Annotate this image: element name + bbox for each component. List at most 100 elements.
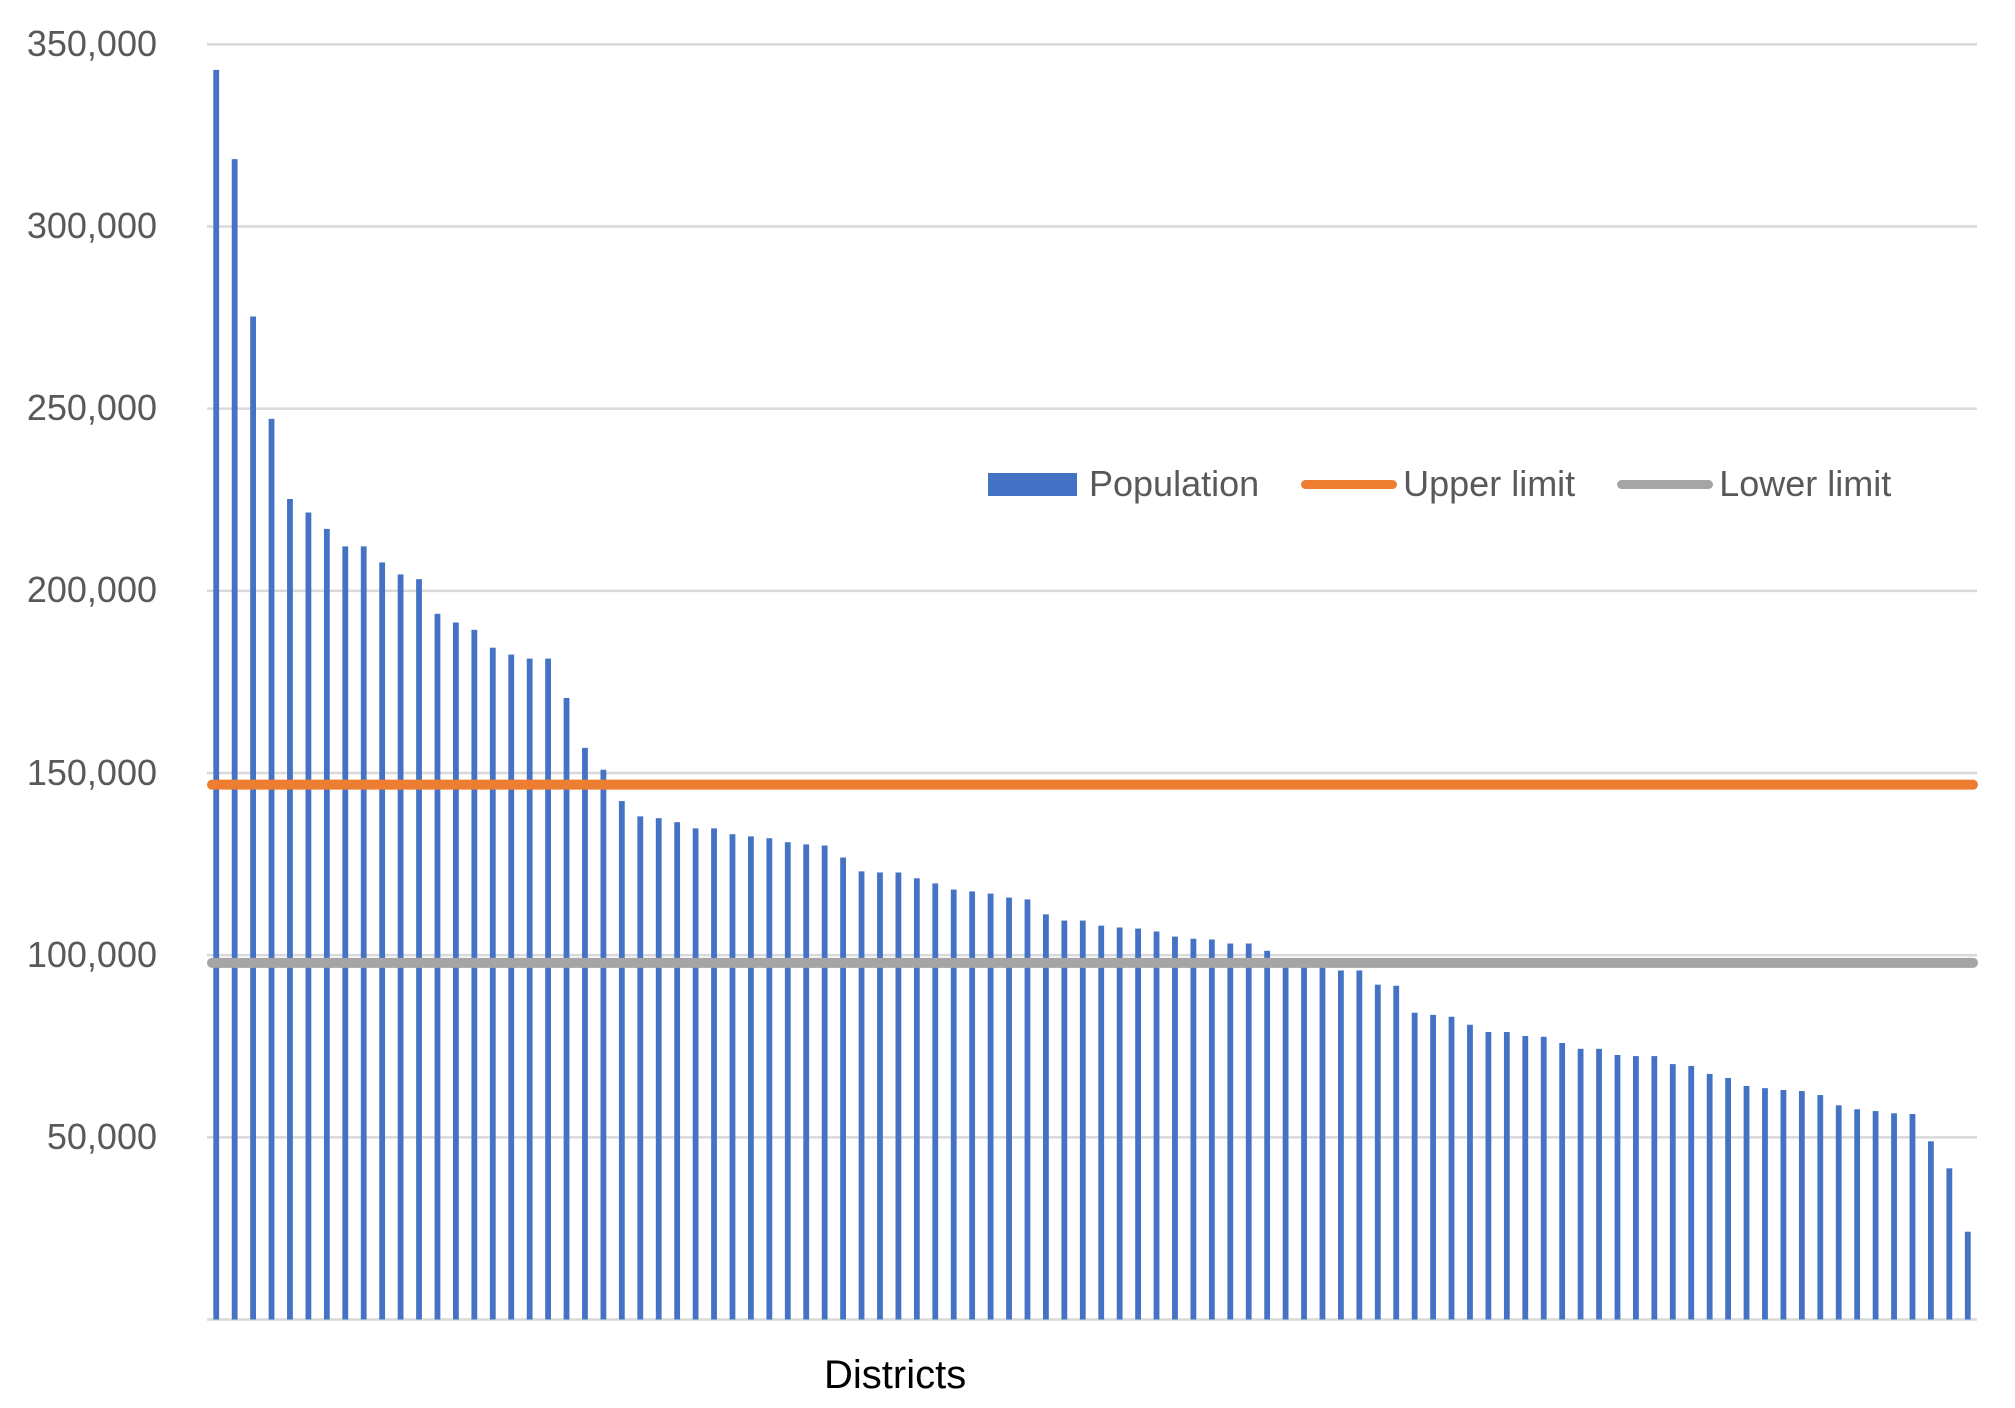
population-bar bbox=[1227, 943, 1234, 1320]
population-bar bbox=[1688, 1065, 1695, 1320]
population-bar bbox=[1430, 1014, 1436, 1320]
population-bar bbox=[803, 844, 810, 1320]
population-bar bbox=[1928, 1141, 1934, 1320]
population-bar bbox=[1909, 1114, 1916, 1320]
population-bar bbox=[655, 818, 662, 1320]
population-bar bbox=[360, 546, 367, 1320]
population-bar bbox=[489, 647, 496, 1320]
population-bar bbox=[1964, 1231, 1971, 1320]
population-bar bbox=[1264, 950, 1271, 1320]
bar-swatch-icon bbox=[988, 472, 1077, 496]
population-bar bbox=[1596, 1048, 1602, 1320]
population-bar bbox=[1503, 1032, 1510, 1320]
population-bar bbox=[895, 872, 902, 1320]
population-bar bbox=[858, 871, 865, 1320]
population-bar bbox=[1079, 920, 1086, 1320]
population-bar bbox=[711, 828, 717, 1320]
population-bar bbox=[213, 69, 220, 1320]
y-tick-label: 150,000 bbox=[26, 752, 157, 793]
population-bar bbox=[453, 622, 459, 1320]
population-bar bbox=[1319, 964, 1326, 1320]
population-bar bbox=[268, 418, 275, 1320]
population-bar bbox=[1798, 1091, 1805, 1320]
population-bar bbox=[1891, 1113, 1897, 1320]
population-bar bbox=[1006, 897, 1012, 1320]
population-bar bbox=[1338, 970, 1344, 1320]
population-bar bbox=[545, 658, 551, 1320]
population-bar bbox=[1135, 928, 1141, 1320]
population-bar bbox=[969, 891, 976, 1320]
y-tick-label: 250,000 bbox=[26, 387, 157, 428]
population-bar bbox=[1817, 1095, 1824, 1320]
population-bar bbox=[1946, 1168, 1953, 1320]
population-bar bbox=[1467, 1024, 1473, 1320]
population-bar bbox=[231, 159, 238, 1320]
legend-label: Upper limit bbox=[1403, 463, 1576, 504]
population-bar bbox=[287, 499, 293, 1320]
population-bar bbox=[1706, 1073, 1713, 1320]
population-bar bbox=[950, 889, 957, 1320]
population-bar bbox=[766, 838, 773, 1320]
population-bar bbox=[1725, 1077, 1731, 1320]
population-bar bbox=[563, 697, 570, 1320]
population-bar bbox=[1374, 984, 1381, 1320]
population-bar bbox=[508, 654, 515, 1320]
population-bar bbox=[1614, 1054, 1621, 1320]
population-bar bbox=[913, 878, 920, 1320]
population-bar bbox=[674, 822, 681, 1320]
population-bar bbox=[582, 747, 588, 1320]
population-bar bbox=[637, 816, 644, 1320]
population-bar bbox=[1190, 938, 1197, 1320]
population-bar bbox=[1208, 939, 1215, 1320]
legend-item-population: Population bbox=[988, 463, 1259, 505]
legend-label: Lower limit bbox=[1719, 463, 1892, 504]
population-bar bbox=[342, 546, 349, 1320]
population-bar bbox=[1172, 936, 1178, 1320]
population-bar bbox=[1854, 1109, 1861, 1320]
population-bar bbox=[250, 316, 256, 1320]
population-bar bbox=[877, 872, 883, 1320]
gridlines bbox=[207, 43, 1977, 1321]
population-bar bbox=[821, 845, 828, 1320]
population-bar bbox=[692, 828, 699, 1320]
population-bar bbox=[1356, 970, 1363, 1320]
legend-label: Population bbox=[1089, 463, 1260, 504]
legend-item-lower-limit: Lower limit bbox=[1617, 463, 1891, 505]
population-bar bbox=[1153, 931, 1160, 1320]
population-bar bbox=[987, 893, 994, 1320]
population-bar bbox=[1522, 1036, 1529, 1320]
population-bar bbox=[784, 842, 791, 1320]
population-bar bbox=[323, 528, 330, 1320]
population-bar bbox=[1835, 1105, 1842, 1320]
chart-legend: Population Upper limit Lower limit bbox=[988, 462, 1891, 506]
population-bar bbox=[1448, 1016, 1455, 1320]
population-bar bbox=[1762, 1088, 1768, 1320]
orange-line-swatch-icon bbox=[1301, 479, 1398, 489]
y-tick-label: 350,000 bbox=[26, 23, 157, 64]
population-bar bbox=[729, 834, 736, 1320]
y-tick-label: 50,000 bbox=[46, 1116, 157, 1157]
legend-item-upper-limit: Upper limit bbox=[1301, 463, 1575, 505]
population-bar bbox=[1540, 1036, 1547, 1320]
population-bar bbox=[1098, 925, 1105, 1320]
population-bar bbox=[1061, 920, 1068, 1320]
population-bar bbox=[1245, 943, 1252, 1320]
population-bar bbox=[748, 836, 754, 1320]
population-bar bbox=[471, 629, 478, 1320]
population-bar bbox=[1633, 1056, 1639, 1320]
population-bar bbox=[305, 512, 312, 1320]
population-bar bbox=[1780, 1089, 1787, 1320]
population-bar bbox=[600, 769, 607, 1320]
population-bar bbox=[1301, 962, 1307, 1320]
population-bar bbox=[397, 574, 404, 1320]
population-bar bbox=[1393, 985, 1400, 1320]
y-tick-label: 300,000 bbox=[26, 205, 157, 246]
gray-line-swatch-icon bbox=[1617, 479, 1714, 489]
population-bar bbox=[618, 801, 625, 1320]
population-bar bbox=[1577, 1048, 1584, 1320]
population-bar bbox=[932, 883, 939, 1320]
population-bar bbox=[1651, 1056, 1658, 1320]
x-axis-title: Districts bbox=[824, 1353, 967, 1397]
